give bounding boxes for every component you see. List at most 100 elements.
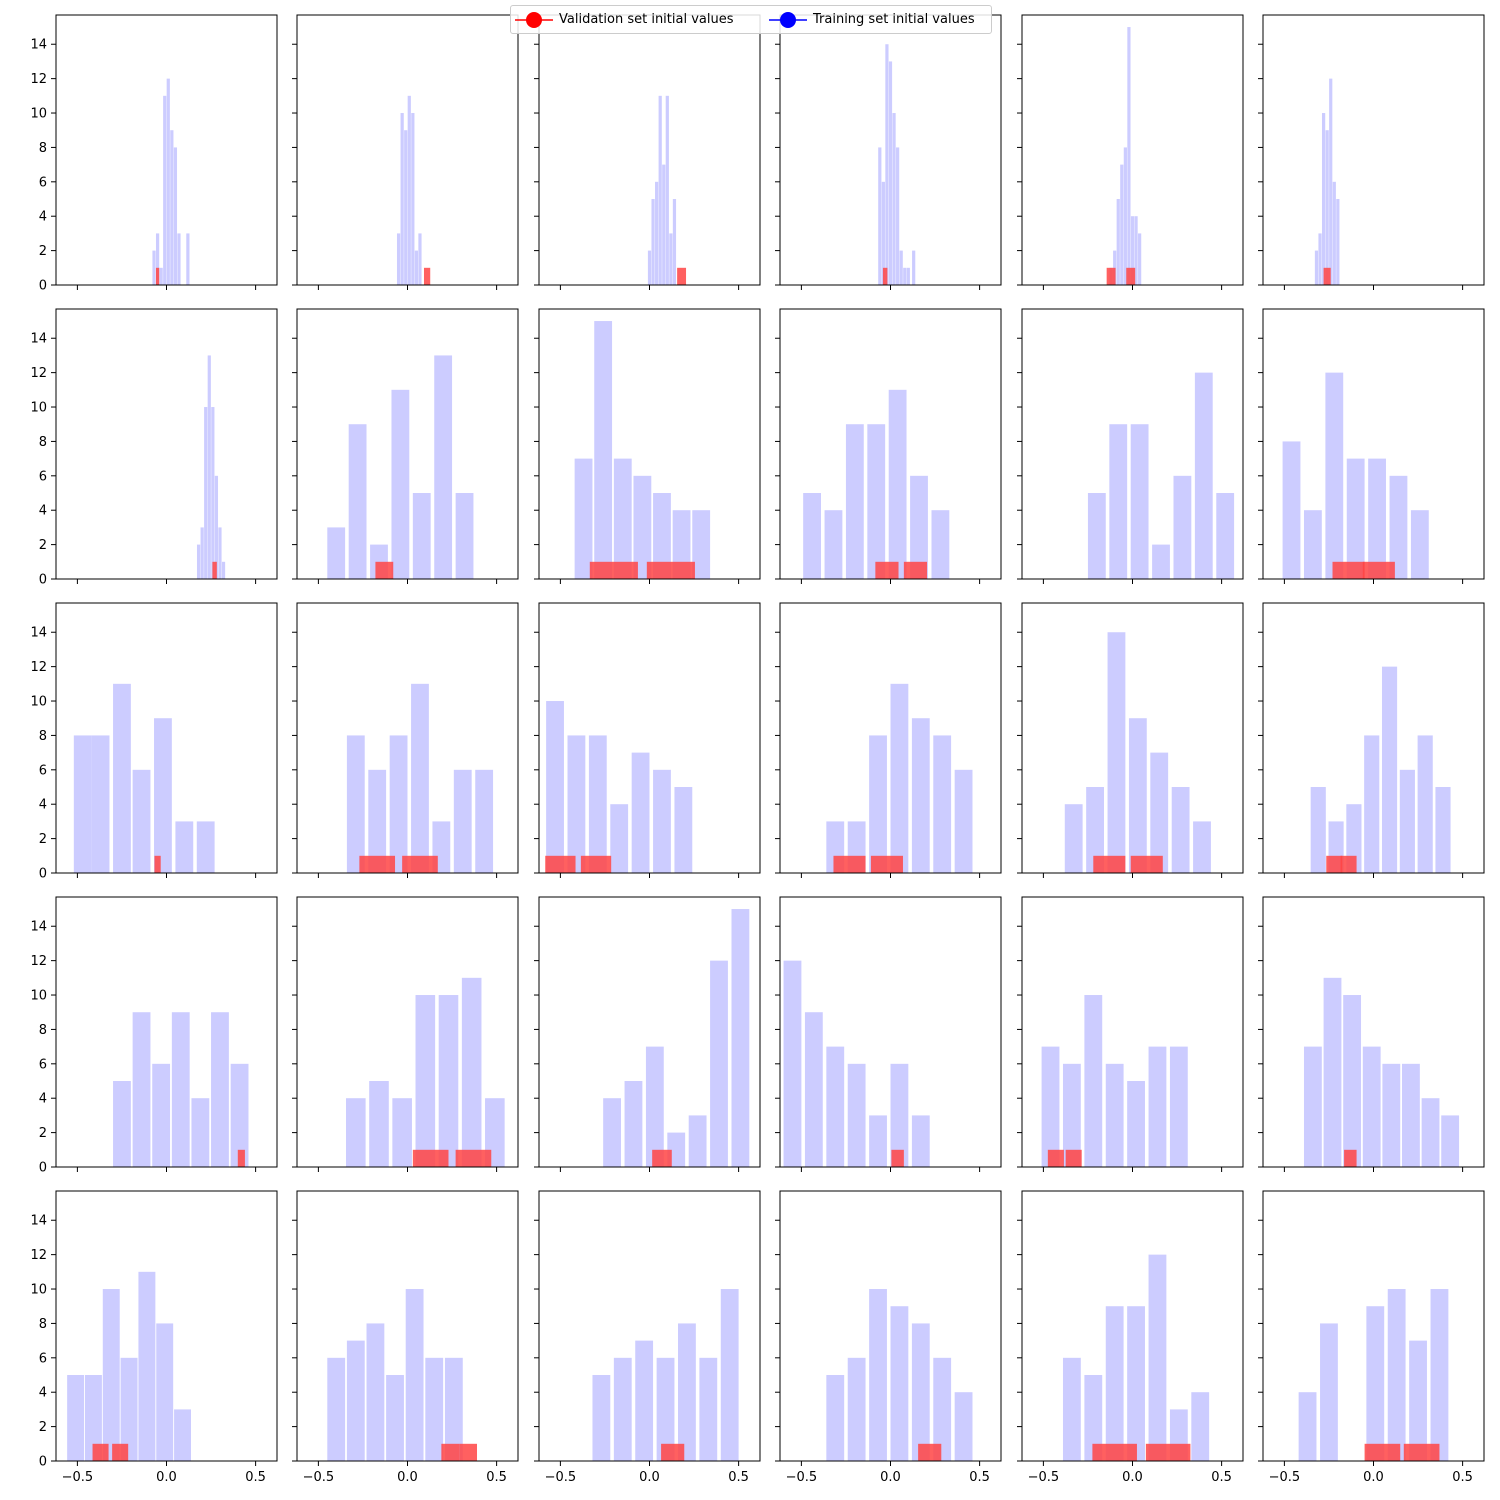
- training-bar: [177, 233, 181, 285]
- training-bar: [120, 1357, 138, 1461]
- validation-bar: [918, 1443, 942, 1461]
- validation-bar: [545, 855, 576, 873]
- training-bar: [1216, 493, 1235, 579]
- training-bar: [603, 1098, 621, 1167]
- validation-bar: [412, 1149, 449, 1167]
- subplot-16: [775, 602, 1002, 878]
- training-bar: [159, 267, 163, 285]
- training-bar: [662, 164, 666, 285]
- x-tick-label: 0.5: [486, 1470, 507, 1485]
- validation-bar: [646, 561, 695, 579]
- training-bar: [204, 407, 208, 579]
- subplot-18: [1258, 602, 1485, 878]
- subplot-4: [775, 14, 1002, 290]
- training-bar: [1130, 424, 1149, 579]
- training-bar: [1105, 1063, 1124, 1167]
- validation-bar: [155, 267, 160, 285]
- training-bar: [152, 1063, 171, 1167]
- training-bar: [658, 95, 662, 285]
- y-tick-label: 12: [30, 1248, 47, 1263]
- training-bar: [391, 389, 410, 579]
- training-bar: [903, 267, 907, 285]
- training-bar: [407, 95, 411, 285]
- training-bar: [892, 113, 896, 285]
- subplot-28: −0.5 0.0 0.5: [775, 1190, 1002, 1485]
- training-bar: [166, 78, 170, 285]
- x-tick-label: 0.0: [397, 1470, 418, 1485]
- validation-bar: [833, 855, 866, 873]
- validation-bar: [1323, 267, 1331, 285]
- training-bar: [912, 250, 916, 285]
- training-bar: [346, 1098, 366, 1167]
- training-bar: [588, 735, 607, 873]
- validation-bar: [1326, 855, 1343, 873]
- training-bar: [645, 1046, 664, 1167]
- y-tick-label: 10: [30, 989, 47, 1004]
- x-tick-label: −0.5: [545, 1470, 577, 1485]
- training-bar: [1123, 147, 1127, 285]
- training-bar: [1368, 458, 1386, 579]
- training-bar: [327, 527, 346, 579]
- legend-entry-validation: Validation set initial values: [515, 6, 734, 33]
- validation-bar: [652, 1149, 672, 1167]
- training-bar: [392, 1098, 412, 1167]
- training-bar: [1314, 250, 1319, 285]
- training-bar: [156, 1323, 174, 1461]
- validation-bar: [1130, 855, 1163, 873]
- training-bar: [1191, 1392, 1210, 1461]
- training-bar: [113, 683, 131, 873]
- training-bar: [1130, 216, 1135, 285]
- training-bar: [214, 475, 219, 579]
- training-bar: [911, 1323, 930, 1461]
- training-bar: [890, 1306, 909, 1461]
- training-bar: [1152, 544, 1170, 579]
- subplot-5: [1017, 14, 1244, 290]
- x-tick-label: 0.5: [969, 1470, 990, 1485]
- training-bar: [207, 355, 211, 579]
- training-bar: [1417, 735, 1433, 873]
- y-tick-label: 0: [39, 573, 47, 588]
- training-bar: [1298, 1392, 1317, 1461]
- training-bar: [847, 1357, 866, 1461]
- training-bar: [327, 1357, 346, 1461]
- training-bar: [191, 1098, 210, 1167]
- training-bar: [155, 233, 160, 285]
- y-tick-label: 14: [30, 920, 47, 935]
- subplot-19: 0 2 4 6 8 10 12 14: [30, 896, 278, 1176]
- training-bar: [404, 130, 408, 285]
- training-bar: [1109, 424, 1128, 579]
- training-bar: [1336, 199, 1340, 285]
- validation-bar: [1126, 267, 1136, 285]
- subplot-1: 0 2 4 6 8 10 12 14: [30, 14, 278, 294]
- training-bar: [414, 250, 419, 285]
- training-bar: [1084, 995, 1103, 1167]
- training-bar: [826, 1375, 845, 1461]
- axes-frame: [296, 14, 519, 286]
- validation-bar: [1403, 1443, 1440, 1461]
- training-bar: [211, 1012, 229, 1167]
- training-bar: [1193, 821, 1211, 873]
- y-tick-label: 12: [30, 72, 47, 87]
- y-tick-label: 8: [39, 435, 47, 450]
- training-bar: [1343, 995, 1362, 1167]
- training-bar: [1325, 130, 1329, 285]
- validation-bar: [92, 1443, 109, 1461]
- training-bar: [434, 355, 453, 579]
- y-tick-label: 4: [39, 1386, 47, 1401]
- training-bar: [954, 769, 973, 873]
- training-bar: [1169, 1046, 1188, 1167]
- y-tick-label: 0: [39, 1161, 47, 1176]
- y-tick-label: 0: [39, 1455, 47, 1470]
- training-bar: [1321, 113, 1326, 285]
- x-tick-label: 0.5: [245, 1470, 266, 1485]
- y-tick-label: 6: [39, 175, 47, 190]
- training-bar: [461, 977, 482, 1167]
- training-bar: [368, 769, 387, 873]
- training-bar: [132, 1012, 151, 1167]
- x-tick-label: −0.5: [1269, 1470, 1301, 1485]
- training-bar: [845, 424, 864, 579]
- training-bar: [655, 181, 659, 285]
- training-bar: [885, 44, 889, 285]
- y-tick-label: 2: [39, 832, 47, 847]
- validation-bar: [1362, 561, 1395, 579]
